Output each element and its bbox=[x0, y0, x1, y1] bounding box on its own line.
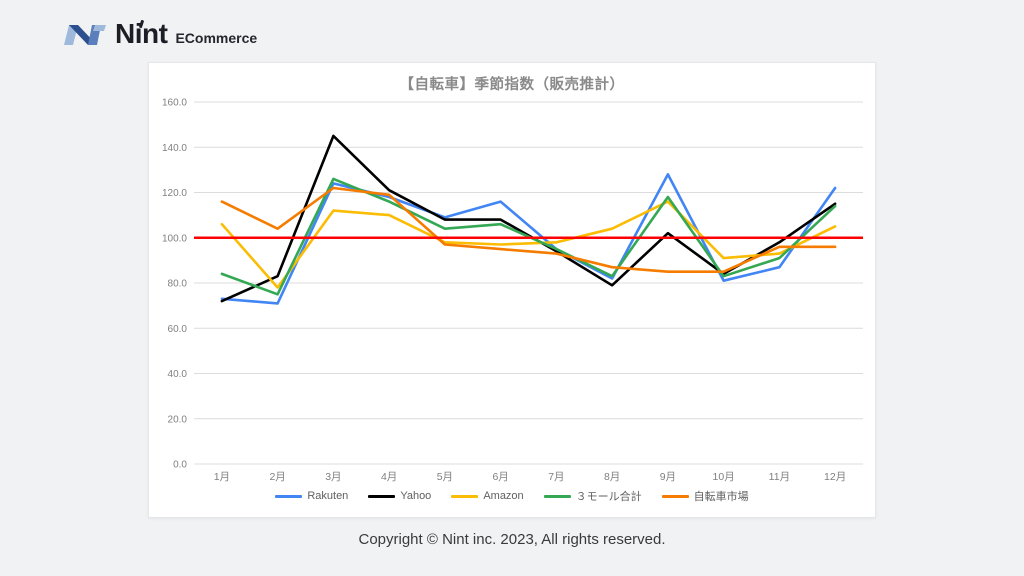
line-chart: 0.0 20.0 40.0 60.0 80.0 100.0 120.0 140.0 160.0 1… bbox=[162, 98, 863, 483]
x-axis-tick-label: 2月 bbox=[269, 471, 285, 483]
copyright-text: Copyright © Nint inc. 2023, All rights r… bbox=[358, 531, 666, 548]
legend-item-Amazon: Amazon bbox=[451, 490, 524, 502]
legend-label: Yahoo bbox=[400, 490, 432, 502]
legend-item-Rakuten: Rakuten bbox=[275, 490, 348, 502]
y-axis-tick-label: 0.0 bbox=[173, 460, 187, 471]
logo-text: Nint bbox=[115, 18, 168, 49]
x-axis-tick-label: 4月 bbox=[381, 471, 397, 483]
x-axis-tick-label: 10月 bbox=[713, 471, 735, 483]
y-axis-tick-label: 160.0 bbox=[162, 98, 187, 109]
x-axis-tick-label: 11月 bbox=[769, 471, 790, 483]
x-axis-tick-label: 6月 bbox=[492, 471, 508, 483]
nint-logo-icon bbox=[64, 25, 106, 45]
chart-legend: Rakuten Yahoo Amazon ３モール合計 自転車市場 bbox=[149, 488, 875, 504]
legend-item-Yahoo: Yahoo bbox=[368, 490, 431, 502]
chart-card: 【自転車】季節指数（販売推計） 0.0 20.0 40.0 60.0 80.0 100.0… bbox=[148, 62, 876, 518]
x-axis-tick-label: 5月 bbox=[437, 471, 453, 483]
legend-label: 自転車市場 bbox=[693, 491, 749, 503]
legend-item-自転車市場: 自転車市場 bbox=[661, 488, 749, 504]
chart-title: 【自転車】季節指数（販売推計） bbox=[399, 77, 625, 93]
legend-item-３モール合計: ３モール合計 bbox=[543, 488, 642, 504]
app-logo: Nint ECommerce bbox=[64, 14, 257, 54]
legend-swatch bbox=[275, 494, 303, 498]
x-axis-tick-label: 8月 bbox=[604, 471, 620, 483]
y-axis-tick-label: 40.0 bbox=[168, 369, 188, 380]
y-axis-tick-label: 20.0 bbox=[168, 414, 188, 425]
series-line-Rakuten bbox=[220, 173, 837, 305]
y-axis-tick-label: 140.0 bbox=[162, 143, 187, 154]
legend-label: ３モール合計 bbox=[575, 491, 642, 503]
series-line-自転車市場 bbox=[220, 186, 837, 273]
x-axis-tick-label: 12月 bbox=[824, 471, 846, 483]
x-axis-tick-label: 9月 bbox=[660, 471, 676, 483]
x-axis-tick-label: 3月 bbox=[325, 471, 341, 483]
y-axis-tick-label: 80.0 bbox=[168, 279, 188, 290]
legend-label: Amazon bbox=[483, 490, 524, 502]
legend-swatch bbox=[368, 494, 396, 498]
legend-swatch bbox=[543, 494, 571, 498]
legend-swatch bbox=[661, 494, 689, 498]
x-axis-tick-label: 1月 bbox=[214, 471, 230, 483]
legend-swatch bbox=[451, 494, 479, 498]
legend-label: Rakuten bbox=[307, 490, 349, 502]
x-axis-tick-label: 7月 bbox=[548, 471, 564, 483]
y-axis-tick-label: 60.0 bbox=[168, 324, 188, 335]
y-axis-tick-label: 120.0 bbox=[162, 188, 187, 199]
y-axis-tick-label: 100.0 bbox=[162, 233, 187, 244]
logo-suffix: ECommerce bbox=[175, 30, 258, 46]
series-line-Amazon bbox=[220, 200, 837, 289]
